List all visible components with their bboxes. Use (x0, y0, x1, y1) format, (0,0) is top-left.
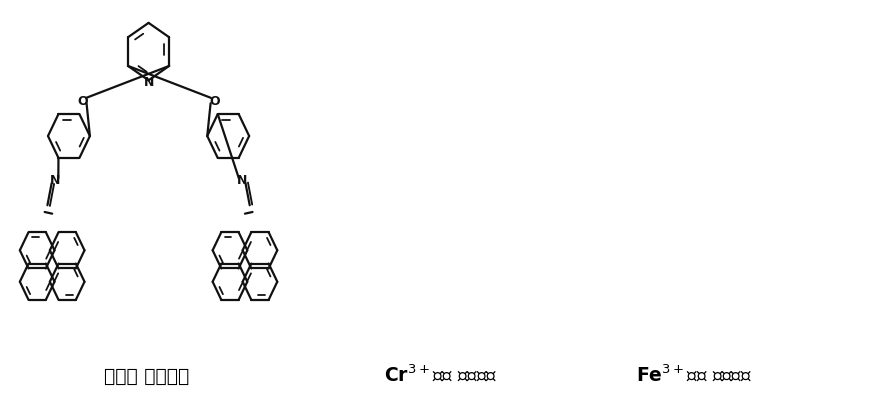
Text: N: N (50, 174, 60, 187)
Text: N: N (144, 76, 153, 89)
Text: O: O (209, 95, 220, 108)
Text: 센서의 분자구조: 센서의 분자구조 (104, 366, 189, 385)
Text: Fe$^{3+}$와의 상호작용: Fe$^{3+}$와의 상호작용 (635, 364, 750, 385)
Text: Cr$^{3+}$과의 상호작용: Cr$^{3+}$과의 상호작용 (384, 364, 497, 385)
Text: O: O (77, 95, 88, 108)
Text: N: N (237, 174, 247, 187)
